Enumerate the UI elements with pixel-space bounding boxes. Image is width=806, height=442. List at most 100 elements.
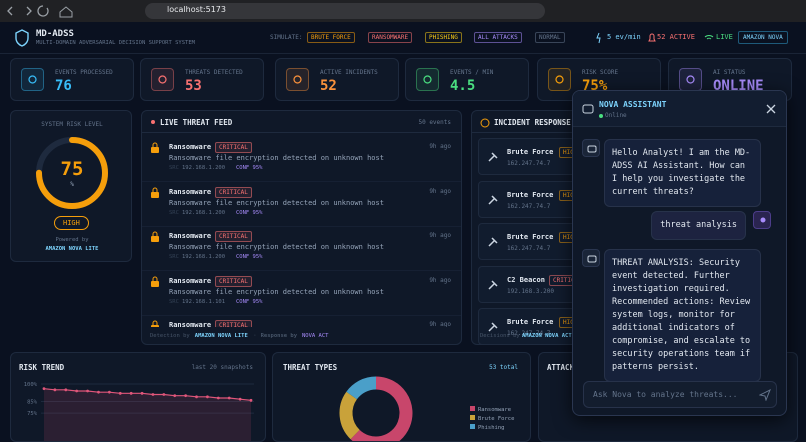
avatar-glyph bbox=[587, 145, 597, 153]
y-tick-label: 100% bbox=[24, 382, 38, 388]
lock-shackle bbox=[152, 187, 158, 192]
stat-label: THREATS DETECTED bbox=[185, 69, 243, 76]
time: 9h ago bbox=[429, 143, 451, 150]
confidence: CONF 95% bbox=[236, 209, 263, 216]
nova-title: NOVA ASSISTANT bbox=[599, 100, 667, 109]
main: EVENTS PROCESSED 76 THREATS DETECTED 53 ACTI… bbox=[10, 58, 798, 442]
risk-gauge bbox=[36, 137, 108, 209]
trend-point bbox=[53, 388, 57, 392]
sim-button[interactable]: NORMAL bbox=[535, 32, 565, 43]
stat-icon-glyph bbox=[28, 75, 37, 84]
threat-feed: LIVE THREAT FEED 50 events Ransomware CRITI… bbox=[141, 110, 462, 345]
src-ip: 192.168.1.200 bbox=[182, 165, 226, 171]
nav-icons bbox=[7, 5, 73, 18]
app-subtitle: MULTI-DOMAIN ADVERSARIAL DECISION SUPPOR… bbox=[36, 40, 195, 46]
provider: AMAZON NOVA LITE bbox=[45, 246, 99, 252]
sim-button[interactable]: RANSOMWARE bbox=[368, 32, 413, 43]
risk-unit: % bbox=[70, 181, 74, 188]
bot-message: Hello Analyst! I am the MD-ADSS AI Assis… bbox=[604, 139, 761, 207]
y-tick-label: 75% bbox=[27, 411, 38, 417]
sim-button[interactable]: BRUTE FORCE bbox=[307, 32, 355, 43]
live: LIVE bbox=[716, 33, 733, 41]
incident-ip: 162.247.74.7 bbox=[507, 330, 551, 337]
trend-point bbox=[75, 389, 79, 393]
status-icons bbox=[596, 32, 714, 44]
app-header: MD-ADSS MULTI-DOMAIN ADVERSARIAL DECISIO… bbox=[0, 22, 806, 54]
url-bar[interactable] bbox=[145, 3, 545, 19]
avatar-glyph bbox=[587, 255, 597, 263]
trend-point bbox=[151, 393, 155, 396]
trend-point bbox=[107, 390, 111, 394]
feed-item[interactable]: Ransomware CRITICAL 9h ago Ransomware file … bbox=[142, 138, 461, 182]
lock-body bbox=[151, 280, 159, 287]
url[interactable]: localhost:5173 bbox=[167, 5, 226, 14]
trend-point bbox=[195, 395, 198, 399]
risk-score: 75 bbox=[60, 158, 84, 180]
incident-glyph bbox=[488, 322, 498, 332]
lock-shackle bbox=[152, 142, 158, 147]
stat-value: 53 bbox=[185, 78, 202, 94]
feed-item[interactable]: Ransomware CRITICAL 9h ago Ransomware file … bbox=[142, 272, 461, 316]
severity: CRITICAL bbox=[215, 186, 252, 198]
stat-card: THREATS DETECTED 53 bbox=[140, 58, 264, 101]
lock-body bbox=[151, 191, 159, 198]
risk-level: HIGH bbox=[54, 216, 89, 230]
glyph bbox=[555, 75, 564, 84]
stat-card: ACTIVE INCIDENTS 52 bbox=[275, 58, 399, 101]
stat-icon-glyph bbox=[293, 75, 302, 84]
sim-button[interactable]: ALL ATTACKS bbox=[474, 32, 522, 43]
stat-card: EVENTS / MIN 4.5 bbox=[405, 58, 529, 101]
glyph bbox=[293, 75, 302, 84]
risk-trend: RISK TREND last 20 snapshots 100% 85% 75% bbox=[10, 352, 266, 442]
trend-chart: 100% 85% 75% bbox=[24, 382, 254, 441]
src-label: SRC bbox=[169, 254, 179, 260]
stat-value: 52 bbox=[320, 78, 337, 94]
stat-icon bbox=[21, 68, 44, 91]
trend-point bbox=[140, 391, 144, 395]
legend-label: Ransomware bbox=[478, 407, 511, 413]
threat-name: Ransomware bbox=[169, 321, 212, 327]
types-total: 53 total bbox=[489, 364, 518, 371]
time: 9h ago bbox=[429, 276, 451, 284]
feed-item[interactable]: Ransomware CRITICAL 9h ago Ransomware file … bbox=[142, 227, 461, 271]
incident-name: Brute Force bbox=[507, 148, 554, 156]
bot-icon bbox=[582, 104, 594, 114]
lock-shackle bbox=[152, 276, 158, 281]
online-dot bbox=[599, 114, 603, 118]
chat-input[interactable]: Ask Nova to analyze threats... bbox=[583, 381, 777, 408]
stat-icon bbox=[151, 68, 174, 91]
incident-name: Brute Force bbox=[507, 318, 554, 326]
stat-label: ACTIVE INCIDENTS bbox=[320, 69, 378, 76]
feed-item[interactable]: Ransomware CRITICAL 9h ago bbox=[142, 316, 461, 327]
nova-header bbox=[573, 91, 786, 127]
send-button[interactable] bbox=[759, 389, 771, 401]
stat-label: AI STATUS bbox=[713, 69, 746, 76]
feed-footer: · bbox=[253, 333, 257, 339]
trend-area bbox=[44, 388, 251, 441]
user-message: threat analysis bbox=[651, 211, 746, 240]
legend-label: Brute Force bbox=[478, 416, 514, 422]
trend-point bbox=[64, 388, 68, 392]
lock-icon bbox=[151, 276, 159, 287]
feed-item[interactable]: Ransomware CRITICAL 9h ago Ransomware file … bbox=[142, 183, 461, 227]
close-button[interactable] bbox=[766, 104, 776, 114]
bot-avatar bbox=[582, 249, 600, 267]
powered-by: Powered by bbox=[55, 237, 89, 243]
incident-name: Brute Force bbox=[507, 190, 554, 199]
glyph bbox=[760, 217, 766, 223]
glyph bbox=[587, 255, 597, 263]
close-icon bbox=[766, 104, 776, 114]
lock-body bbox=[151, 147, 159, 153]
icon bbox=[480, 118, 490, 128]
active-count: 52 ACTIVE bbox=[657, 33, 695, 41]
severity: CRITICAL bbox=[215, 231, 252, 242]
feed-footer: AMAZON NOVA LITE bbox=[194, 333, 248, 339]
donut: Ransomware Brute Force Phishing bbox=[339, 376, 514, 441]
threat-name: Ransomware bbox=[169, 232, 212, 240]
trend-point bbox=[118, 391, 122, 395]
threat-types: THREAT TYPES 53 total Ransomware Brute Forc… bbox=[272, 352, 531, 442]
legend-swatch bbox=[470, 406, 475, 411]
sim-button[interactable]: PHISHING bbox=[425, 32, 462, 43]
